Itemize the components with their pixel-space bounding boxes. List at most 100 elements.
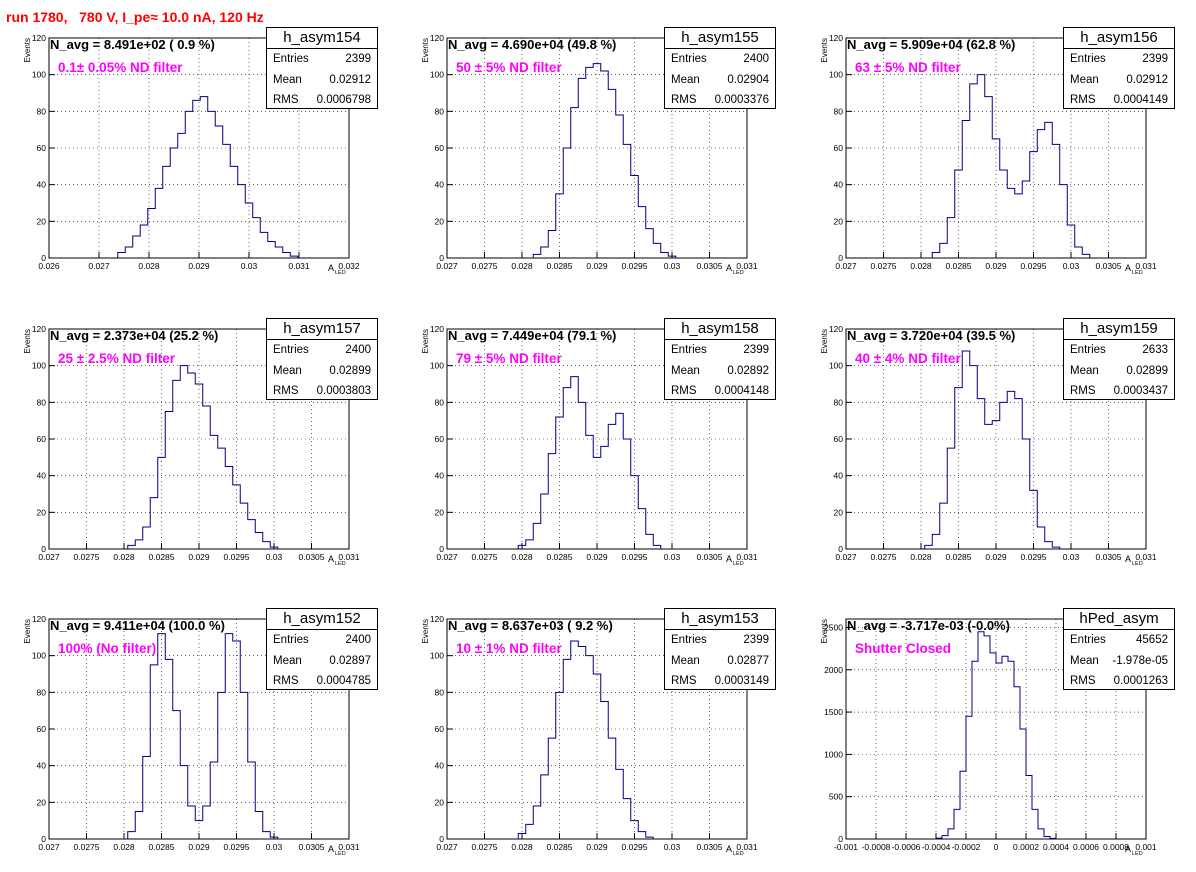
histogram-bin: [970, 84, 978, 258]
y-tick-label: 20: [37, 797, 47, 807]
histogram-bin: [173, 711, 181, 839]
histogram-bin: [526, 540, 534, 549]
histogram-bin: [1000, 170, 1008, 258]
x-tick-label: 0.031: [736, 842, 758, 852]
histogram-bin: [948, 829, 954, 839]
x-tick-label: -0.0008: [862, 842, 891, 852]
x-tick-label: 0.031: [1135, 552, 1157, 562]
y-tick-label: 120: [32, 614, 46, 624]
histogram-bin: [533, 254, 541, 258]
x-tick-label: 0.0285: [547, 842, 573, 852]
histogram-bin: [593, 674, 601, 839]
histogram-bin: [275, 247, 283, 258]
histogram-bin: [158, 457, 166, 549]
x-tick-label: -0.001: [834, 842, 858, 852]
histogram-bin: [940, 503, 948, 549]
histogram-bin: [985, 97, 993, 258]
x-tick-label: 0.029: [985, 261, 1007, 271]
histogram-bin: [646, 229, 654, 258]
stats-value-rms: 0.0004148: [714, 385, 769, 397]
histogram-bin: [125, 247, 133, 258]
x-tick-label: 0.03: [266, 552, 283, 562]
histogram-bin: [526, 824, 534, 839]
histogram-outline: [532, 63, 677, 258]
stats-row-entries: Entries 2400: [267, 340, 377, 361]
x-tick-label: 0.029: [188, 842, 210, 852]
histogram-bin: [1030, 152, 1038, 258]
histogram-bin: [170, 148, 178, 258]
histogram-title: h_asym153: [665, 609, 775, 630]
histogram-bin: [548, 454, 556, 549]
histogram-title: h_asym156: [1064, 28, 1174, 49]
histogram-bin: [970, 366, 978, 549]
y-tick-label: 80: [37, 106, 47, 116]
histogram-panel: 0.026 0.027 0.028 0.029 0.03 0.031 0.032 0 20 40 6…: [0, 0, 399, 290]
histogram-panel: 0.027 0.0275 0.028 0.0285 0.029 0.0295 0.03 0.0…: [797, 0, 1196, 290]
histogram-bin: [578, 647, 586, 840]
filter-label: 0.1± 0.05% ND filter: [58, 60, 183, 75]
histogram-bin: [1067, 225, 1075, 258]
histogram-bin: [1082, 254, 1090, 258]
y-tick-label: 80: [37, 687, 47, 697]
x-tick-label: 0.03: [266, 842, 283, 852]
histogram-bin: [616, 413, 624, 549]
y-tick-label: 120: [430, 614, 444, 624]
stats-value-mean: 0.02892: [727, 364, 769, 377]
stats-label: RMS: [671, 385, 697, 397]
x-tick-label: 0.0006: [1073, 842, 1099, 852]
y-tick-label: 40: [37, 471, 47, 481]
y-tick-label: 20: [435, 216, 445, 226]
x-axis-title-subscript: LED: [1132, 270, 1143, 276]
x-tick-label: 0.03: [664, 552, 681, 562]
x-tick-label: 0.0004: [1043, 842, 1069, 852]
y-tick-label: 0: [838, 544, 843, 554]
x-tick-label: 0.0275: [472, 261, 498, 271]
histogram-bin: [118, 253, 126, 259]
histogram-bin: [163, 166, 171, 258]
histogram-bin: [1022, 181, 1030, 258]
histogram-bin: [556, 692, 564, 839]
histogram-bin: [608, 738, 616, 839]
histogram-bin: [128, 832, 136, 839]
x-tick-label: 0.028: [511, 552, 533, 562]
stats-value-entries: 2400: [743, 53, 769, 65]
histogram-bin: [203, 406, 211, 549]
histogram-bin: [1037, 527, 1045, 549]
stats-label: Mean: [1070, 364, 1099, 377]
histogram-bin: [200, 97, 208, 258]
x-tick-label: 0.0275: [871, 261, 897, 271]
x-tick-label: 0.027: [835, 261, 857, 271]
histogram-bin: [165, 412, 173, 550]
y-tick-label: 40: [435, 761, 445, 771]
histogram-bin: [223, 144, 231, 258]
x-tick-label: 0.031: [338, 842, 360, 852]
histogram-bin: [1014, 687, 1020, 839]
x-tick-label: 0.027: [436, 552, 458, 562]
stats-label: Entries: [273, 344, 309, 356]
y-tick-label: 120: [430, 33, 444, 43]
histogram-bin: [932, 534, 940, 549]
stats-value-entries: 2633: [1142, 344, 1168, 356]
stats-value-mean: 0.02877: [727, 654, 769, 667]
stats-value-entries: 2399: [345, 53, 371, 65]
stats-row-entries: Entries 2400: [267, 630, 377, 651]
stats-box: h_asym155 Entries 2400 Mean 0.02904 RMS 0.0003…: [664, 27, 776, 109]
histogram-panel: 0.027 0.0275 0.028 0.0285 0.029 0.0295 0.03 0.0…: [0, 291, 399, 581]
stats-box: h_asym154 Entries 2399 Mean 0.02912 RMS 0.0006…: [266, 27, 378, 109]
stats-row-rms: RMS 0.0004148: [665, 381, 775, 402]
histogram-bin: [158, 634, 166, 839]
x-tick-label: 0.0285: [547, 552, 573, 562]
stats-value-mean: 0.02897: [329, 654, 371, 667]
x-axis-title-subscript: LED: [335, 561, 346, 567]
histogram-outline: [517, 376, 662, 549]
stats-value-mean: 0.02912: [329, 73, 371, 86]
y-tick-label: 80: [435, 687, 445, 697]
y-tick-label: 60: [435, 434, 445, 444]
histogram-bin: [1052, 144, 1060, 258]
histogram-bin: [548, 738, 556, 839]
filter-label: 100% (No filter): [58, 641, 157, 656]
n-avg-label: N_avg = 3.720e+04 (39.5 %): [847, 328, 1016, 343]
stats-value-mean: 0.02899: [329, 364, 371, 377]
histogram-bin: [233, 641, 241, 839]
histogram-bin: [283, 253, 291, 259]
